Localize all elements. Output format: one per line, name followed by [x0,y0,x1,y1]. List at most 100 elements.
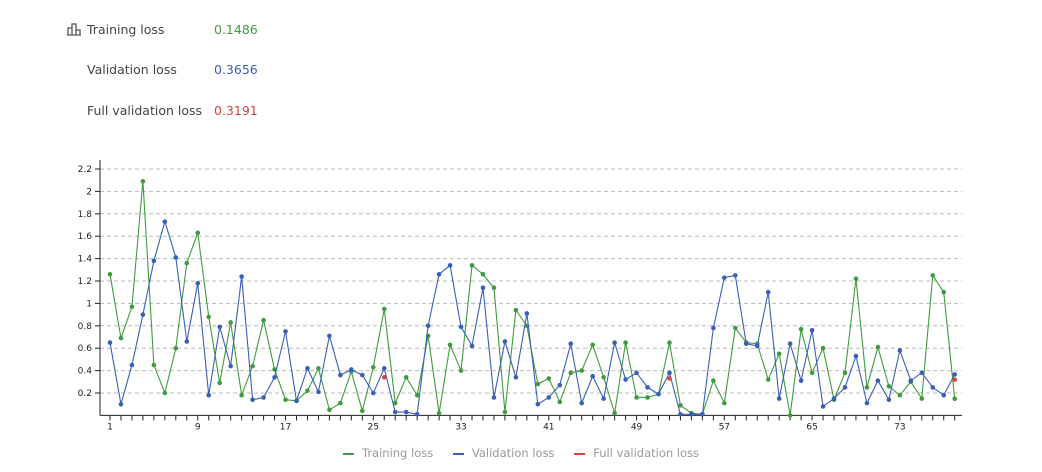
data-point [129,304,135,310]
data-point [206,314,212,320]
data-point [886,383,892,389]
data-point [480,271,486,277]
y-tick-label: 0.6 [78,344,93,354]
data-point [568,370,574,376]
data-point [316,366,321,371]
data-point [316,389,321,395]
data-point [217,324,222,330]
data-point [952,372,957,377]
data-point [930,385,936,390]
data-point [809,327,815,333]
data-point [195,280,201,286]
data-point [392,400,398,406]
series-line-1 [109,219,956,415]
data-point [458,368,464,373]
data-point [118,335,124,341]
data-point [711,325,716,331]
legend-full-validation-loss[interactable]: Full validation loss [574,446,699,460]
data-point [667,376,672,381]
data-point [612,340,617,345]
data-point [765,289,771,295]
legend-validation-loss[interactable]: Validation loss [452,446,555,460]
y-tick-label: 0.8 [78,322,93,332]
data-point [754,343,760,349]
data-point [360,408,365,414]
data-point [338,372,343,378]
data-point [952,396,957,402]
data-point [162,390,168,396]
data-point [283,397,288,403]
data-point [184,339,190,344]
data-point [195,230,201,236]
x-tick-label: 41 [543,422,554,432]
data-point [118,401,124,407]
data-point [897,392,903,398]
data-point [952,377,957,382]
data-point [250,363,255,369]
full-validation-loss-value: 0.3191 [214,103,258,118]
data-point [601,396,606,401]
y-tick-label: 1.2 [78,277,92,287]
data-point [414,392,420,398]
data-point [502,339,508,344]
training-loss-label: Training loss [87,22,165,37]
data-point [798,378,804,383]
data-point [919,370,925,376]
x-tick-label: 73 [894,422,905,432]
data-point [327,407,332,413]
data-point [480,285,486,291]
data-point [535,381,541,387]
data-point [502,409,508,415]
data-point [853,276,859,282]
data-point [206,392,212,398]
x-tick-label: 9 [195,422,201,432]
data-point [645,395,650,400]
data-point [447,263,453,268]
data-point [798,326,804,332]
x-tick-label: 25 [368,422,379,432]
data-point [173,345,179,351]
data-point [546,395,552,400]
data-point [403,375,409,380]
data-point [436,410,442,416]
data-point [239,392,244,398]
y-tick-label: 1.4 [78,255,93,265]
data-point [338,400,343,406]
data-point [447,342,453,348]
data-point [414,411,420,417]
validation-loss-label: Validation loss [87,62,177,77]
data-point [842,385,848,390]
data-point [381,375,387,380]
data-point [458,324,464,330]
data-point [535,401,541,407]
data-point [305,366,310,371]
data-point [656,391,661,397]
data-point [732,273,738,278]
data-point [678,411,683,417]
x-tick-label: 65 [806,422,817,432]
data-point [568,341,574,347]
data-point [239,274,244,279]
data-point [722,400,727,406]
data-point [349,367,354,372]
data-point [557,382,563,388]
data-point [403,409,409,415]
data-point [678,403,683,408]
y-tick-label: 2 [86,187,92,197]
data-point [546,376,552,381]
data-point [787,413,793,418]
data-point [151,362,157,368]
data-point [579,368,585,373]
x-tick-label: 17 [280,422,291,432]
data-point [864,385,870,390]
y-tick-label: 1.8 [78,210,93,220]
legend-label: Validation loss [471,446,555,460]
data-point [645,385,650,390]
data-point [425,323,431,329]
data-point [228,363,233,369]
legend-label: Full validation loss [593,446,700,460]
data-point [853,353,859,359]
data-point [590,342,595,348]
x-tick-label: 49 [631,422,643,432]
legend-training-loss[interactable]: Training loss [342,446,433,460]
